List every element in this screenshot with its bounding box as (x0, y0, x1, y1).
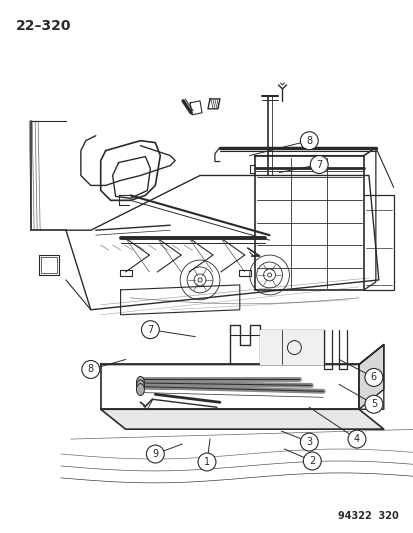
Ellipse shape (136, 380, 144, 392)
Text: 2: 2 (309, 456, 315, 466)
Circle shape (141, 321, 159, 338)
Ellipse shape (136, 384, 144, 395)
Circle shape (197, 453, 216, 471)
Text: 9: 9 (152, 449, 158, 459)
Text: 94322  320: 94322 320 (337, 511, 398, 521)
Text: 4: 4 (353, 434, 359, 444)
Circle shape (310, 156, 328, 173)
Text: 22–320: 22–320 (16, 19, 71, 33)
Text: 8: 8 (88, 365, 94, 375)
Text: 7: 7 (316, 159, 322, 169)
Text: 1: 1 (204, 457, 209, 467)
Circle shape (82, 360, 100, 378)
Circle shape (300, 433, 318, 451)
Polygon shape (100, 409, 383, 429)
Circle shape (364, 395, 382, 413)
Polygon shape (358, 345, 383, 409)
Text: 8: 8 (306, 136, 312, 146)
Text: 3: 3 (306, 437, 312, 447)
Circle shape (364, 368, 382, 386)
Circle shape (300, 132, 318, 150)
Ellipse shape (136, 376, 144, 389)
Polygon shape (259, 330, 323, 365)
Circle shape (303, 452, 320, 470)
Text: 7: 7 (147, 325, 153, 335)
Text: 5: 5 (370, 399, 376, 409)
Circle shape (146, 445, 164, 463)
Circle shape (347, 430, 365, 448)
Text: 6: 6 (370, 373, 376, 382)
